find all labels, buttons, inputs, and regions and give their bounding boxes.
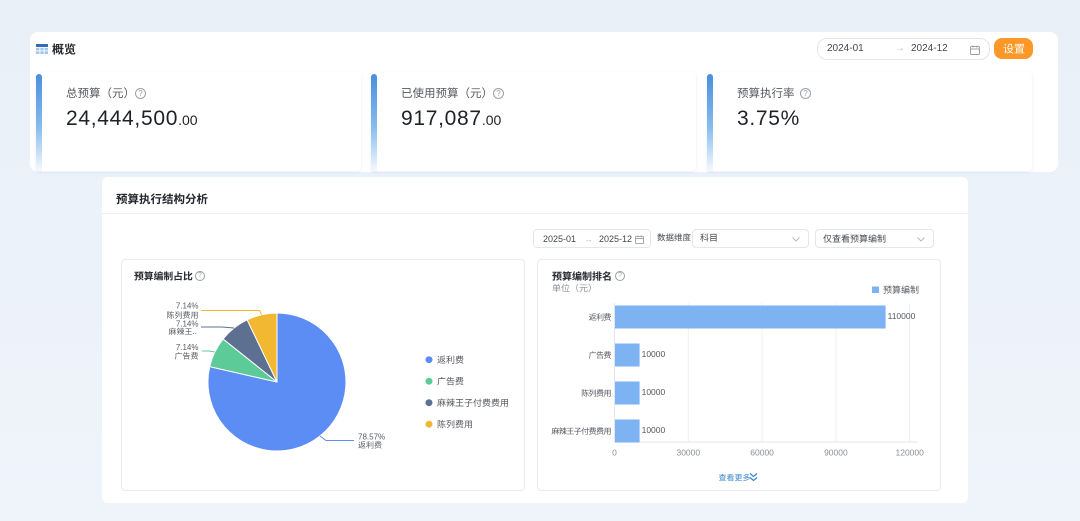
svg-text:7.14%: 7.14% bbox=[176, 320, 199, 329]
svg-text:10000: 10000 bbox=[642, 387, 666, 397]
svg-text:60000: 60000 bbox=[750, 448, 774, 458]
svg-text:110000: 110000 bbox=[888, 311, 916, 321]
svg-text:30000: 30000 bbox=[676, 448, 700, 458]
svg-text:90000: 90000 bbox=[824, 448, 848, 458]
svg-text:0: 0 bbox=[612, 448, 617, 458]
svg-text:7.14%: 7.14% bbox=[176, 343, 199, 352]
svg-text:..: .. bbox=[193, 327, 197, 336]
svg-text:10000: 10000 bbox=[642, 349, 666, 359]
svg-text:78.57%: 78.57% bbox=[358, 432, 385, 441]
svg-text:7.14%: 7.14% bbox=[176, 302, 199, 311]
svg-text:120000: 120000 bbox=[896, 448, 925, 458]
svg-text:10000: 10000 bbox=[642, 425, 666, 435]
